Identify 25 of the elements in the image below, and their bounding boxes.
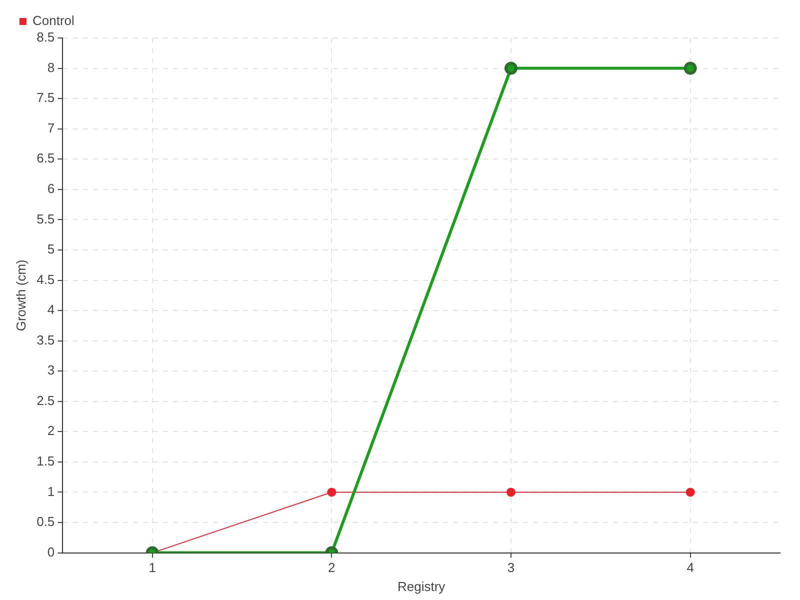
y-tick-label: 8 <box>47 60 55 75</box>
y-tick-label: 3 <box>47 362 55 378</box>
y-tick-label: 2.5 <box>36 392 55 408</box>
y-tick-label: 6.5 <box>36 150 55 166</box>
x-tick-label: 4 <box>686 560 694 576</box>
x-axis-title: Registry <box>397 578 446 594</box>
y-tick-label: 8.5 <box>36 30 55 45</box>
y-tick-label: 7 <box>47 120 55 136</box>
y-tick-label: 5 <box>47 242 55 257</box>
y-axis-title: Growth (cm) <box>13 260 28 332</box>
y-tick-label: 4 <box>47 302 55 318</box>
x-tick-label: 1 <box>148 560 156 576</box>
y-tick-label: 1 <box>47 484 55 499</box>
y-tick-label: 4.5 <box>36 272 55 287</box>
y-tick-label: 0.5 <box>36 514 55 530</box>
y-tick-label: 7.5 <box>36 90 55 106</box>
legend-label: Control <box>32 13 75 28</box>
x-tick-label: 2 <box>328 560 336 576</box>
y-tick-label: 1.5 <box>36 454 55 469</box>
y-tick-label: 5.5 <box>36 211 55 226</box>
y-tick-label: 6 <box>47 180 55 196</box>
y-tick-label: 2 <box>47 423 55 438</box>
x-tick-label: 3 <box>507 560 515 576</box>
y-tick-label: 0 <box>47 544 55 560</box>
y-tick-label: 3.5 <box>36 332 55 348</box>
